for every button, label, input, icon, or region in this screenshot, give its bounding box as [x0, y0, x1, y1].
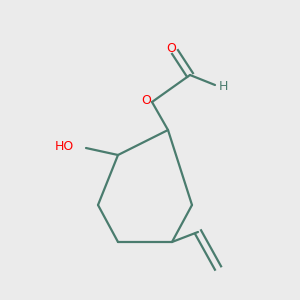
Text: O: O: [166, 41, 176, 55]
Text: H: H: [218, 80, 228, 92]
Text: O: O: [141, 94, 151, 106]
Text: HO: HO: [55, 140, 74, 154]
